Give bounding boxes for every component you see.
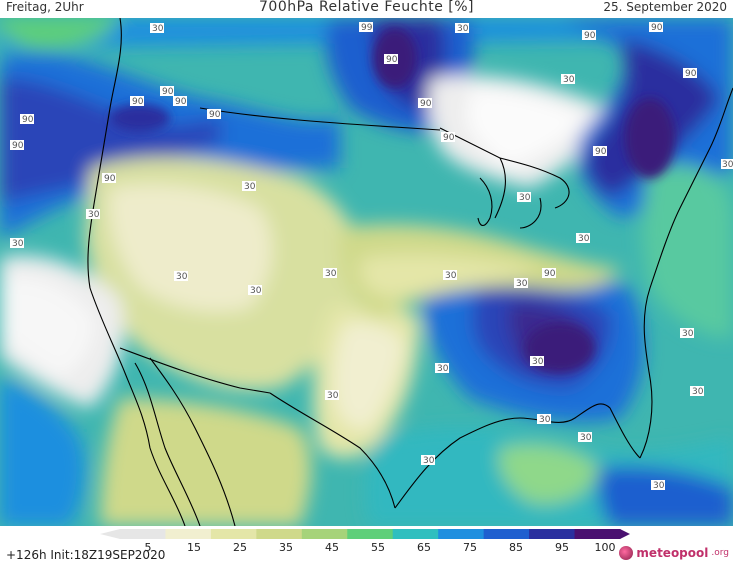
scale-tick: 75 — [463, 541, 477, 554]
contour-label: 90 — [584, 31, 596, 41]
brand-tld: .org — [711, 548, 729, 558]
contour-label: 30 — [12, 239, 24, 249]
contour-label: 30 — [437, 364, 449, 374]
contour-label: 30 — [250, 286, 262, 296]
contour-label: 30 — [152, 24, 164, 34]
scale-tick: 95 — [555, 541, 569, 554]
scale-tick: 100 — [594, 541, 616, 554]
contour-label: 30 — [519, 193, 531, 203]
scale-swatch — [210, 529, 257, 539]
scale-swatch — [392, 529, 439, 539]
scale-swatch — [483, 529, 530, 539]
brand-logo[interactable]: meteopool .org — [619, 546, 729, 560]
scale-tick: 45 — [325, 541, 339, 554]
contour-label: 90 — [443, 133, 455, 143]
contour-label: 30 — [244, 182, 256, 192]
forecast-run-info: +126h Init:18Z19SEP2020 — [6, 548, 166, 562]
contour-label: 30 — [563, 75, 575, 85]
map-header: Freitag, 2Uhr 700hPa Relative Feuchte [%… — [0, 0, 733, 18]
contour-label: 90 — [651, 23, 663, 33]
contour-label: 90 — [386, 55, 398, 65]
contour-label: 90 — [420, 99, 432, 109]
coastlines — [87, 18, 733, 526]
scale-tick: 35 — [279, 541, 293, 554]
contour-label: 30 — [88, 210, 100, 220]
scale-arrow-low — [100, 529, 120, 539]
forecast-date: 25. September 2020 — [603, 0, 727, 14]
contour-label: 30 — [653, 481, 665, 491]
contour-label: 99 — [361, 23, 373, 33]
contour-label: 30 — [325, 269, 337, 279]
scale-tick: 25 — [233, 541, 247, 554]
contour-labels: 99 90 90 90 90 90 90 90 90 90 90 90 90 9… — [10, 22, 733, 491]
color-scale-bar — [100, 529, 630, 539]
contour-label: 30 — [539, 415, 551, 425]
contour-label: 30 — [327, 391, 339, 401]
scale-tick: 65 — [417, 541, 431, 554]
contour-label: 30 — [457, 24, 469, 34]
contour-label: 90 — [209, 110, 221, 120]
meteopool-logo-icon — [619, 546, 634, 560]
scale-swatch — [165, 529, 212, 539]
contour-label: 90 — [132, 97, 144, 107]
scale-tick: 5 — [144, 541, 152, 554]
map-footer: 5 15 25 35 45 55 65 75 85 95 100 +126h I… — [0, 526, 733, 566]
contour-label: 30 — [532, 357, 544, 367]
contour-label: 90 — [544, 269, 556, 279]
contour-label: 90 — [22, 115, 34, 125]
contour-label: 90 — [12, 141, 24, 151]
color-scale — [100, 529, 630, 539]
contour-label: 30 — [682, 329, 694, 339]
scale-swatch — [529, 529, 576, 539]
contour-label: 30 — [176, 272, 188, 282]
contour-label: 30 — [692, 387, 704, 397]
contour-label: 90 — [104, 174, 116, 184]
contour-label: 90 — [685, 69, 697, 79]
scale-swatch — [256, 529, 303, 539]
contour-label: 30 — [722, 160, 733, 170]
scale-arrow-high — [620, 529, 630, 539]
contour-label: 30 — [516, 279, 528, 289]
scale-tick: 85 — [509, 541, 523, 554]
scale-swatch — [301, 529, 348, 539]
scale-tick: 55 — [371, 541, 385, 554]
brand-name: meteopool — [636, 546, 709, 560]
contour-label: 30 — [578, 234, 590, 244]
humidity-map: 99 90 90 90 90 90 90 90 90 90 90 90 90 9… — [0, 18, 733, 526]
humidity-field: 99 90 90 90 90 90 90 90 90 90 90 90 90 9… — [0, 18, 733, 526]
scale-swatch — [574, 529, 621, 539]
contour-label: 90 — [175, 97, 187, 107]
forecast-day-time: Freitag, 2Uhr — [6, 0, 84, 14]
contour-label: 30 — [445, 271, 457, 281]
map-title: 700hPa Relative Feuchte [%] — [259, 0, 474, 15]
scale-tick: 15 — [187, 541, 201, 554]
contour-label: 90 — [162, 87, 174, 97]
scale-swatch — [347, 529, 394, 539]
contour-label: 30 — [423, 456, 435, 466]
contour-label: 90 — [595, 147, 607, 157]
contour-label: 30 — [580, 433, 592, 443]
scale-swatch — [120, 529, 166, 539]
scale-swatch — [438, 529, 485, 539]
